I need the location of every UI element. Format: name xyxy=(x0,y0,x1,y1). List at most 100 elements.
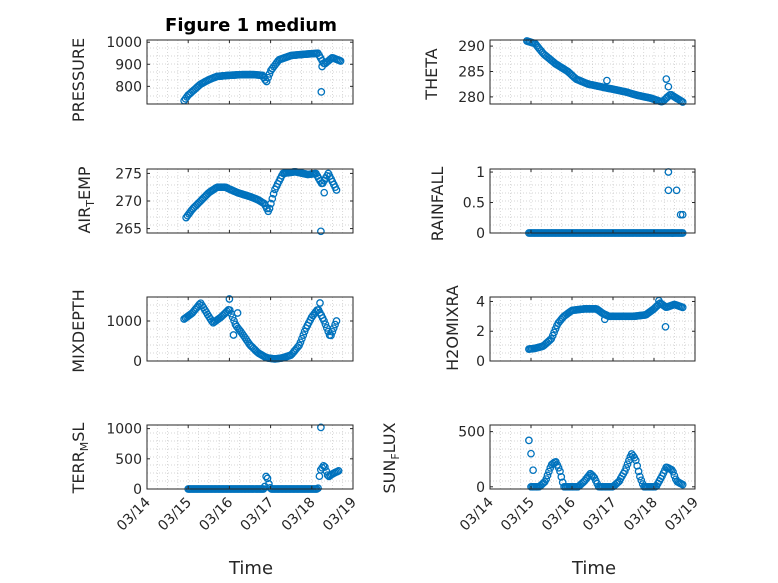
data-point xyxy=(265,204,274,213)
data-point xyxy=(317,88,326,96)
ylabel-theta: THETA xyxy=(422,48,441,100)
data-point xyxy=(225,306,234,314)
y-tick-label: 0 xyxy=(476,480,485,496)
data-point xyxy=(634,467,643,476)
data-point xyxy=(268,194,277,203)
y-tick-label: 285 xyxy=(458,64,485,80)
data-point xyxy=(327,331,335,340)
x-tick-label: 03/16 xyxy=(196,494,236,534)
y-tick-label: 1000 xyxy=(106,35,142,51)
data-point xyxy=(315,472,324,481)
x-tick-label: 03/17 xyxy=(238,495,278,535)
data-point xyxy=(228,313,237,322)
data-points xyxy=(525,436,687,491)
data-point xyxy=(317,423,325,432)
data-point xyxy=(603,76,611,85)
data-point xyxy=(678,98,687,106)
y-tick-label: 280 xyxy=(458,90,485,106)
data-point xyxy=(678,303,687,312)
subplot-3: 265 270 275 xyxy=(115,166,354,238)
y-tick-label: 2 xyxy=(476,324,485,340)
data-point xyxy=(320,188,329,197)
data-points xyxy=(525,168,687,237)
x-tick-label: 03/15 xyxy=(155,495,195,535)
data-point xyxy=(321,463,329,471)
grid-lines xyxy=(489,39,696,105)
subplot-4: 00.51 xyxy=(463,165,696,242)
figure-title: Figure 1 medium xyxy=(165,15,337,36)
y-tick-label: 800 xyxy=(115,79,142,95)
data-point xyxy=(262,77,271,86)
data-point xyxy=(669,467,677,476)
data-point xyxy=(320,316,328,325)
data-point xyxy=(527,449,535,458)
data-point xyxy=(225,295,234,303)
ylabel-mixdepth: MIXDEPTH xyxy=(69,289,88,372)
data-point xyxy=(554,463,563,472)
data-point xyxy=(670,471,679,480)
subplot-panels: 800900100028028529026527027500.510100002… xyxy=(106,35,701,534)
y-tick-label: 1000 xyxy=(106,422,142,438)
data-point xyxy=(664,168,673,176)
ylabel-air-temp: AIRTEMP xyxy=(75,166,97,233)
y-tick-label: 0 xyxy=(476,354,485,370)
data-point xyxy=(331,320,339,329)
y-tick-label: 0.5 xyxy=(463,196,485,212)
data-point xyxy=(328,327,337,336)
data-point xyxy=(332,186,341,194)
data-point xyxy=(678,480,687,489)
y-tick-label: 0 xyxy=(476,226,485,242)
data-points xyxy=(523,37,687,106)
data-point xyxy=(664,186,673,195)
xlabel-left: Time xyxy=(228,558,273,579)
subplot-1: 800 900 1000 xyxy=(106,35,354,105)
subplot-6: 0 2 4 xyxy=(476,294,696,370)
x-tick-label: 03/17 xyxy=(580,495,620,535)
data-point xyxy=(296,338,305,347)
data-point xyxy=(318,62,326,71)
subplot-8: 0 500 03/14 03/15 03/16 03/17 03/18 03/19 xyxy=(457,424,702,535)
data-point xyxy=(314,484,322,493)
axes-box xyxy=(489,168,696,234)
data-points xyxy=(525,296,687,353)
x-tick-label: 03/18 xyxy=(279,495,319,535)
data-point xyxy=(672,186,681,195)
data-point xyxy=(542,475,551,483)
y-tick-label: 1 xyxy=(476,165,485,181)
ylabel-h2omixra: H2OMIXRA xyxy=(443,285,462,371)
axes-box xyxy=(146,424,354,490)
y-tick-label: 900 xyxy=(115,57,142,73)
x-tick-label: 03/14 xyxy=(457,494,497,534)
data-point xyxy=(637,476,646,485)
data-point xyxy=(269,189,278,198)
data-points xyxy=(182,167,341,236)
data-point xyxy=(600,315,609,324)
data-point xyxy=(329,324,338,333)
axes-box xyxy=(489,424,696,490)
axes-box xyxy=(146,39,354,105)
data-point xyxy=(529,466,537,475)
data-point xyxy=(332,317,341,325)
subplot-5: 0 1000 xyxy=(106,295,354,370)
data-point xyxy=(316,299,324,307)
y-tick-label: 4 xyxy=(476,294,485,310)
data-point xyxy=(622,464,631,472)
ylabel-pressure: PRESSURE xyxy=(69,38,88,122)
data-point xyxy=(334,467,343,475)
data-point xyxy=(525,436,533,445)
data-point xyxy=(336,57,345,65)
x-tick-label: 03/16 xyxy=(539,494,579,534)
y-tick-label: 270 xyxy=(115,194,142,210)
y-tick-label: 500 xyxy=(115,452,142,468)
data-point xyxy=(678,210,687,219)
ylabel-rainfall: RAINFALL xyxy=(428,167,447,242)
y-tick-label: 0 xyxy=(133,482,142,498)
subplot-7: 0 500 1000 03/14 03/15 03/16 03/17 03/18 03/19 xyxy=(106,422,359,535)
x-tick-label: 03/18 xyxy=(621,495,661,535)
data-point xyxy=(233,309,242,317)
data-point xyxy=(262,472,270,481)
x-tick-label: 03/19 xyxy=(320,495,360,535)
data-point xyxy=(661,322,670,331)
y-tick-label: 500 xyxy=(458,425,485,441)
data-point xyxy=(321,320,330,329)
